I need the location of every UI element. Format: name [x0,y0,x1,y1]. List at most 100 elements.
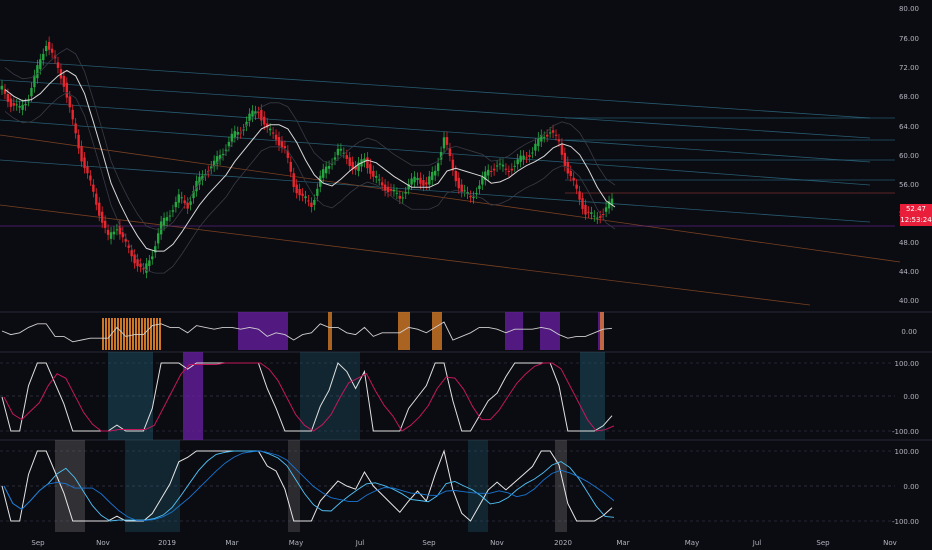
candle-body [286,150,290,158]
candle-body [487,169,490,176]
trend-line [0,204,811,306]
candle-body [407,184,410,190]
candle-body [307,200,310,202]
candle-body [201,175,204,181]
candle-body [30,87,33,97]
candle-body [310,202,313,208]
candle-body [495,165,499,167]
candle-body [148,260,151,267]
candle-body [543,136,546,138]
last-price-label: 52.47 [900,204,932,215]
channel-line [0,99,871,163]
candle-body [83,157,86,169]
candle-body [475,192,478,194]
candle-body [478,185,481,190]
candle-body [363,158,366,162]
indicator-highlight-bar [141,318,143,350]
candle-body [398,195,402,199]
candle-body [168,215,172,217]
time-axis-label: Sep [422,539,436,547]
candle-body [280,141,284,148]
candle-body [6,94,10,102]
candle-body [401,197,404,199]
candle-body [121,232,125,238]
candle-body [342,152,346,154]
candle-body [9,98,13,107]
candle-body [466,192,469,194]
time-axis[interactable]: Sep Nov 2019 Mar May Jul Sep Nov 2020 Mar May Jul Se… [31,539,896,547]
indicator-highlight-bar [102,318,104,350]
price-axis[interactable]: 80.0076.0072.0068.0064.0060.0056.0052.00… [892,5,919,526]
candle-body [548,132,552,134]
candle-body [375,176,378,178]
candle-body [257,112,260,114]
candle-body [575,184,578,189]
indicator-highlight-bar [138,318,140,350]
candle-body [498,163,502,165]
candle-body [389,189,393,191]
oscillator-axis-label: 0.00 [903,393,919,401]
candle-body [192,191,195,199]
candle-body [156,233,160,244]
candle-body [212,160,216,167]
channel-line [0,119,871,186]
time-axis-label: May [289,539,303,547]
candle-body [489,170,493,172]
candle-body [224,149,228,151]
candle-body [507,170,511,172]
indicator-highlight-bar [238,312,288,350]
candle-body [165,217,169,221]
indicator-highlight-bar [159,318,161,350]
candle-body [528,155,531,157]
candle-body [289,161,292,172]
candle-body [531,152,534,154]
indicator-highlight-bar [125,440,180,532]
candle-body [351,161,354,169]
candle-body [324,166,328,174]
candle-body [545,134,549,137]
candle-body [239,132,242,134]
candle-body [36,65,39,79]
candle-body [174,201,178,208]
candle-body [557,139,561,142]
candle-body [522,155,525,160]
candle-body [145,263,148,273]
candle-body [554,134,558,136]
price-axis-label: 60.00 [899,152,919,160]
price-axis-label: 80.00 [899,5,919,13]
candle-body [560,143,564,155]
candle-body [115,229,119,231]
indicator-highlight-bar [129,318,131,350]
time-axis-label: Jul [355,539,365,547]
indicator-highlight-bar [540,312,560,350]
oscillator-axis-label: -100.00 [892,428,919,436]
candle-body [142,268,145,270]
candle-body [159,221,163,235]
candle-body [268,128,272,131]
oscillator-axis-label: -100.00 [892,518,919,526]
envelope-upper-line [4,48,616,230]
envelope-lower-line [4,92,616,274]
indicator-highlight-bar [117,318,119,350]
time-axis-label: Mar [616,539,629,547]
candle-body [454,170,458,182]
indicator-highlight-bar [114,318,116,350]
candle-body [460,184,463,193]
candle-body [154,246,157,253]
candle-body [445,137,449,145]
candle-body [534,143,537,151]
indicator-highlight-bar [126,318,128,350]
candle-body [604,207,608,212]
candle-body [68,96,71,108]
candle-body [130,250,133,257]
price-axis-label: 48.00 [899,239,919,247]
candle-body [100,211,104,223]
time-axis-label: Nov [883,539,897,547]
moving-average-line [4,69,616,252]
candle-body [230,133,234,142]
candle-body [513,165,516,167]
candle-body [383,184,387,191]
time-axis-label: May [685,539,699,547]
candle-body [3,89,7,94]
